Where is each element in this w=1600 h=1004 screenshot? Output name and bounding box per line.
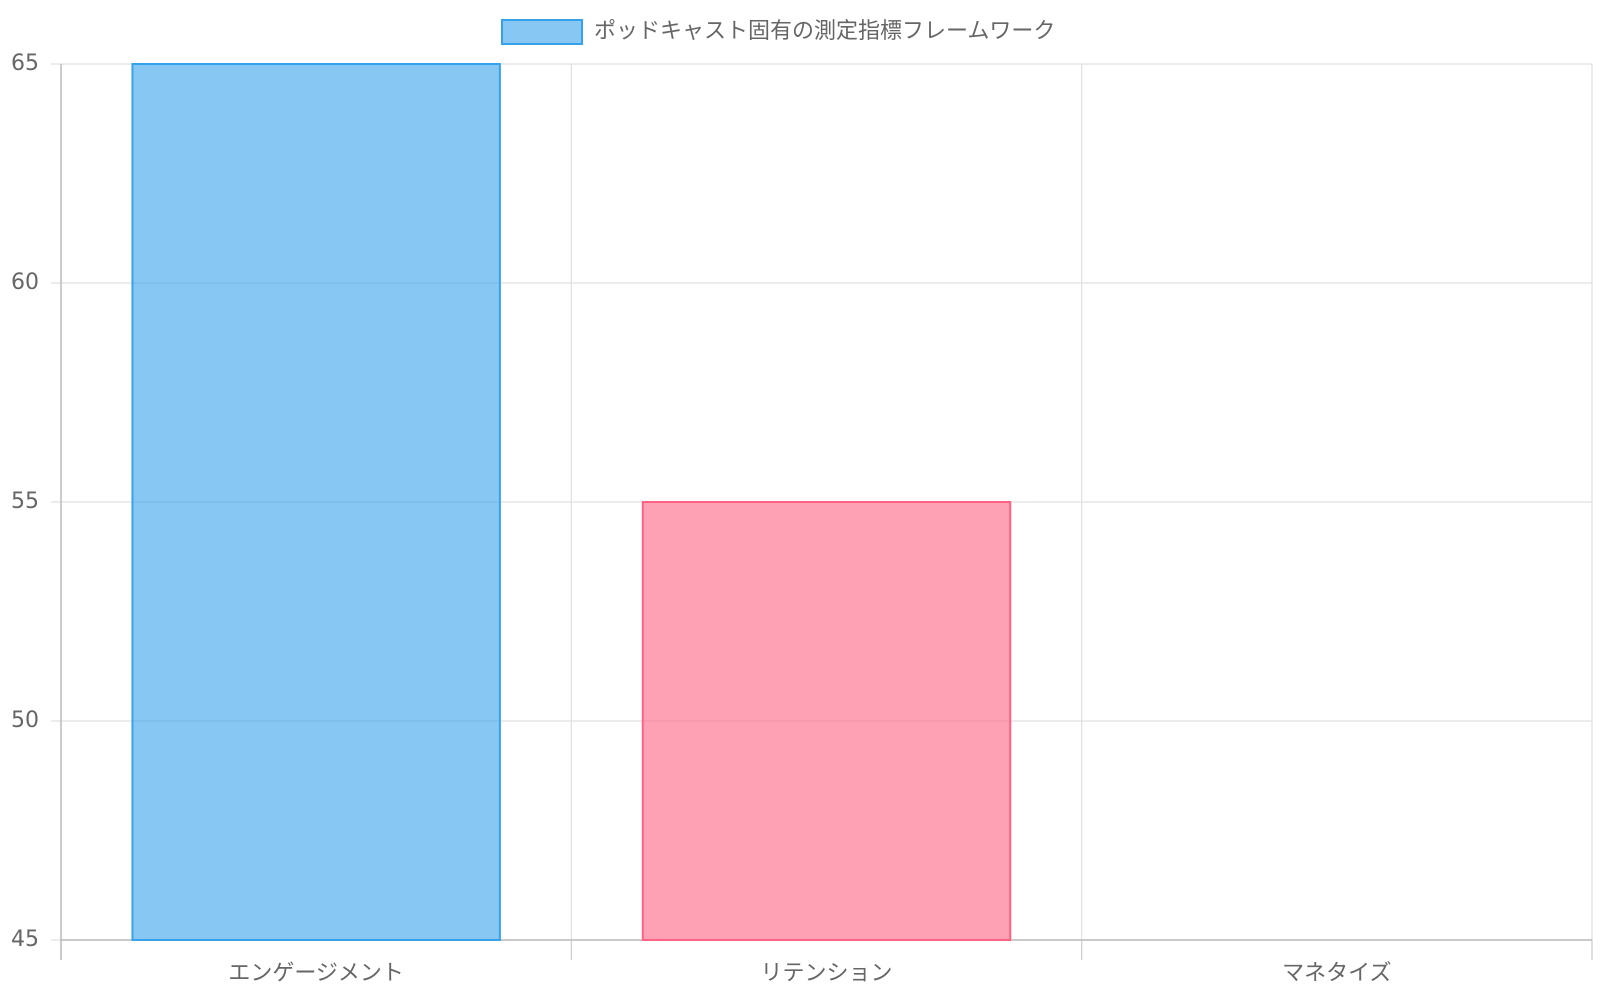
x-tick-label: エンゲージメント xyxy=(228,961,404,986)
y-tick-label: 55 xyxy=(11,489,39,514)
legend-label: ポッドキャスト固有の測定指標フレームワーク xyxy=(594,19,1055,44)
bar xyxy=(641,501,1012,941)
y-tick-label: 60 xyxy=(11,270,39,295)
x-tick-label: リテンション xyxy=(760,961,892,986)
y-tick-label: 50 xyxy=(11,708,39,733)
y-tick-label: 45 xyxy=(11,927,39,952)
y-tick-label: 65 xyxy=(11,51,39,76)
x-tick-label: マネタイズ xyxy=(1282,961,1391,986)
legend-swatch xyxy=(501,19,583,45)
bar xyxy=(131,63,501,941)
